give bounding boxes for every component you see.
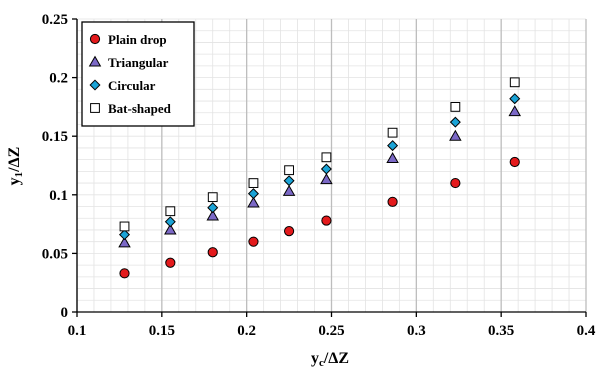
data-point-triangular (247, 196, 260, 208)
data-point-circular (509, 93, 521, 105)
data-point-plain-drop (207, 247, 218, 258)
x-tick-label: 0.15 (149, 323, 175, 339)
y-tick-label: 0.25 (42, 12, 68, 28)
data-point-triangular (206, 209, 219, 221)
data-point-circular (320, 163, 332, 175)
data-point-triangular (386, 152, 399, 164)
data-point-plain-drop (509, 156, 520, 168)
legend-marker-bat-shaped (90, 103, 100, 113)
legend-label-plain-drop: Plain drop (108, 32, 167, 47)
data-point-bat-shaped (248, 178, 259, 188)
data-points (118, 77, 522, 279)
data-point-circular (449, 116, 461, 128)
data-point-circular (283, 175, 295, 187)
x-tick-label: 0.25 (318, 323, 344, 339)
legend-box (81, 21, 195, 127)
data-point-circular (387, 140, 399, 152)
data-point-triangular (118, 236, 131, 248)
y-tick-label: 0.15 (42, 129, 68, 145)
data-point-plain-drop (387, 196, 398, 207)
data-point-triangular (164, 223, 177, 235)
data-point-bat-shaped (119, 221, 130, 232)
data-point-triangular (449, 129, 462, 141)
data-point-plain-drop (119, 268, 130, 279)
data-point-circular (207, 202, 219, 214)
x-axis-label: yc/ΔZ (311, 350, 349, 369)
data-point-bat-shaped (450, 102, 461, 112)
data-point-triangular (508, 105, 522, 117)
x-tick-label: 0.4 (577, 323, 596, 339)
y-tick-label: 0 (61, 305, 69, 321)
x-tick-label: 0.2 (237, 323, 256, 339)
data-point-plain-drop (165, 257, 176, 268)
data-point-bat-shaped (284, 165, 294, 176)
legend-label-bat-shaped: Bat-shaped (108, 101, 172, 116)
data-point-circular (247, 188, 259, 200)
y-tick-label: 0.1 (49, 188, 68, 204)
legend-marker-triangular (88, 55, 102, 67)
y-tick-label: 0.05 (42, 246, 68, 262)
data-point-bat-shaped (387, 127, 398, 138)
data-point-triangular (282, 184, 296, 196)
data-point-plain-drop (248, 236, 259, 247)
data-point-circular (164, 216, 176, 228)
data-point-bat-shaped (509, 77, 520, 88)
data-point-plain-drop (283, 226, 295, 237)
data-point-bat-shaped (165, 206, 176, 217)
legend: Plain drop Triangular Circular Bat-shaped (81, 21, 195, 127)
y-tick-label: 0.2 (49, 71, 68, 87)
legend-label-circular: Circular (108, 78, 156, 93)
legend-label-triangular: Triangular (108, 55, 169, 70)
data-point-bat-shaped (321, 152, 332, 163)
x-tick-label: 0.35 (488, 323, 514, 339)
data-point-circular (118, 229, 131, 241)
x-tick-label: 0.3 (407, 323, 426, 339)
data-point-plain-drop (450, 177, 461, 189)
legend-marker-plain-drop (89, 33, 101, 45)
axes (72, 18, 587, 317)
data-point-triangular (320, 173, 333, 185)
data-point-bat-shaped (207, 192, 218, 203)
tick-labels: 0.1 0.15 0.2 0.25 0.3 0.35 0.4 0 0.05 0.1 0.15 0.2 0… (42, 12, 596, 339)
y-axis-label: y1/ΔZ (6, 147, 25, 186)
legend-marker-circular (89, 79, 101, 91)
data-point-plain-drop (321, 215, 332, 226)
x-tick-label: 0.1 (68, 323, 87, 339)
